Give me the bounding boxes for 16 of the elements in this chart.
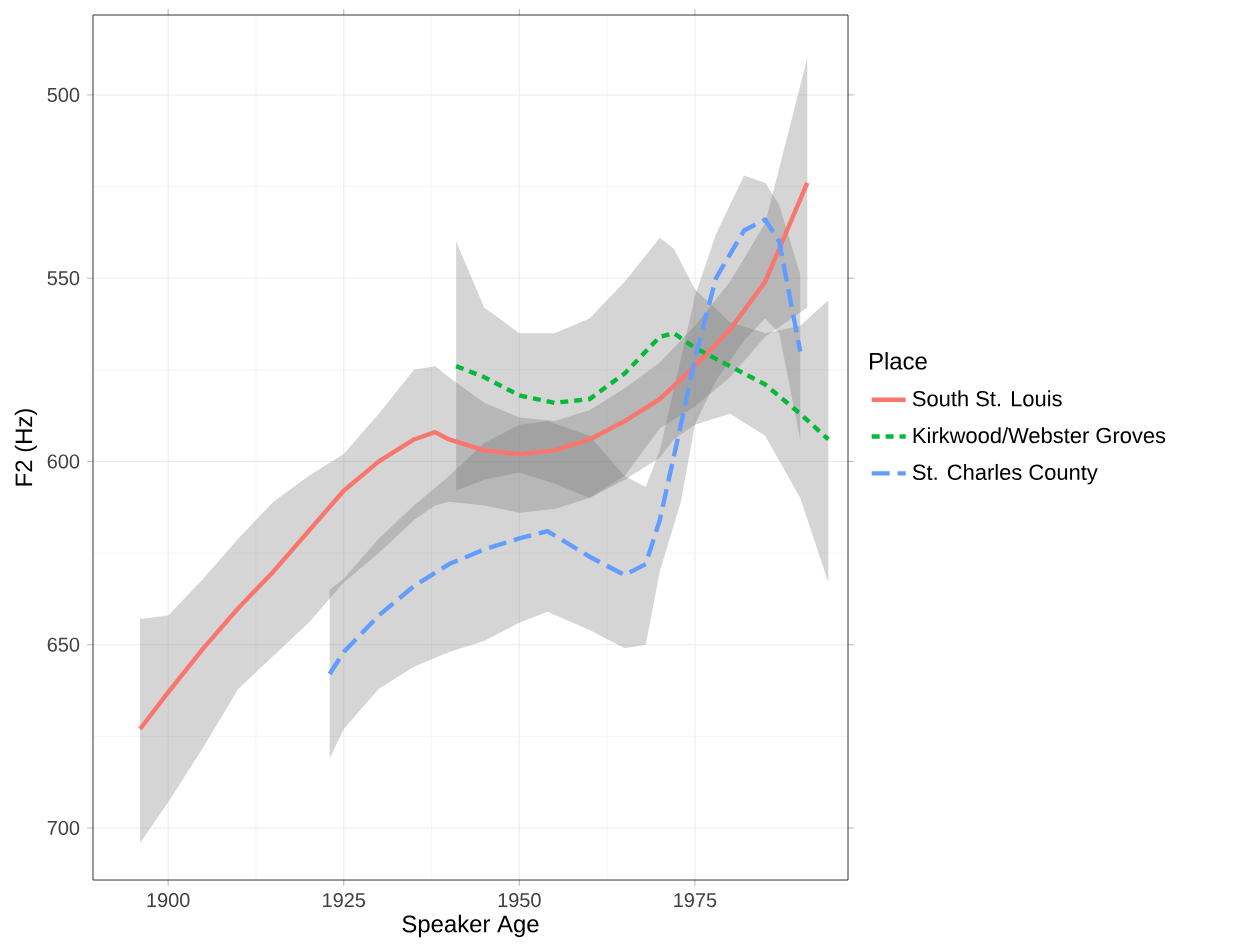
legend-label: St. Charles County [912,463,1098,485]
y-tick-label: 550 [47,271,80,286]
x-tick-label: 1975 [674,893,717,908]
line-series [327,217,803,677]
legend-title: Place [870,352,927,370]
legend-label: South St. Louis [912,390,1062,407]
x-axis-title: Speaker Age [402,914,539,938]
y-tick-label: 600 [47,454,80,469]
x-tick-label: 1925 [323,893,366,908]
y-axis-title: F2 (Hz) [14,409,38,486]
legend-label: Kirkwood/Webster Groves [913,427,1166,444]
y-tick-label: 650 [47,637,80,652]
y-tick-label: 700 [47,820,80,836]
x-tick-label: 1950 [498,893,541,908]
y-tick-label: 500 [47,87,80,102]
x-tick-label: 1900 [147,893,190,908]
